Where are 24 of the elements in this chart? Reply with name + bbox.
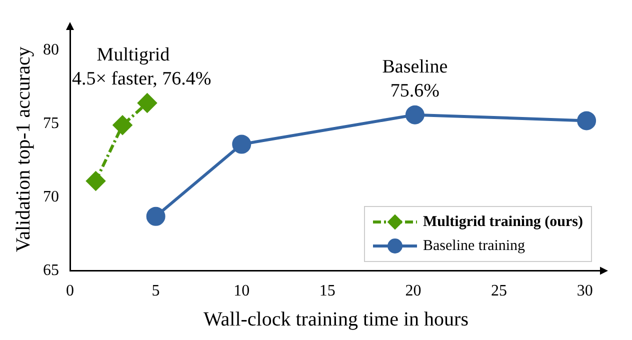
x-tick-label: 30 [576,282,593,300]
point [232,134,252,154]
y-tick-label: 75 [43,114,59,132]
y-tick-label: 80 [43,41,59,58]
x-tick-label: 10 [234,282,250,300]
x-tick-label: 20 [405,282,422,300]
legend-label: Baseline training [423,237,526,256]
legend-label: Multigrid training (ours) [423,213,583,232]
point [86,172,106,191]
point [146,206,166,226]
x-tick-label: 25 [491,282,508,300]
x-axis-title: Wall-clock training time in hours [204,308,469,330]
point [113,116,132,135]
annotation: Baseline 75.6% [382,56,448,102]
point [405,105,424,124]
point [577,111,596,130]
x-tick-label: 0 [66,282,74,300]
y-axis-title: Validation top-1 accuracy [12,46,34,252]
y-tick-label: 65 [43,262,59,280]
point [138,94,157,113]
y-tick-label: 70 [43,188,59,206]
x-tick-label: 15 [319,282,336,300]
annotation: Multigrid 4.5× faster, 76.4% [72,44,212,90]
x-tick-label: 5 [152,282,160,300]
